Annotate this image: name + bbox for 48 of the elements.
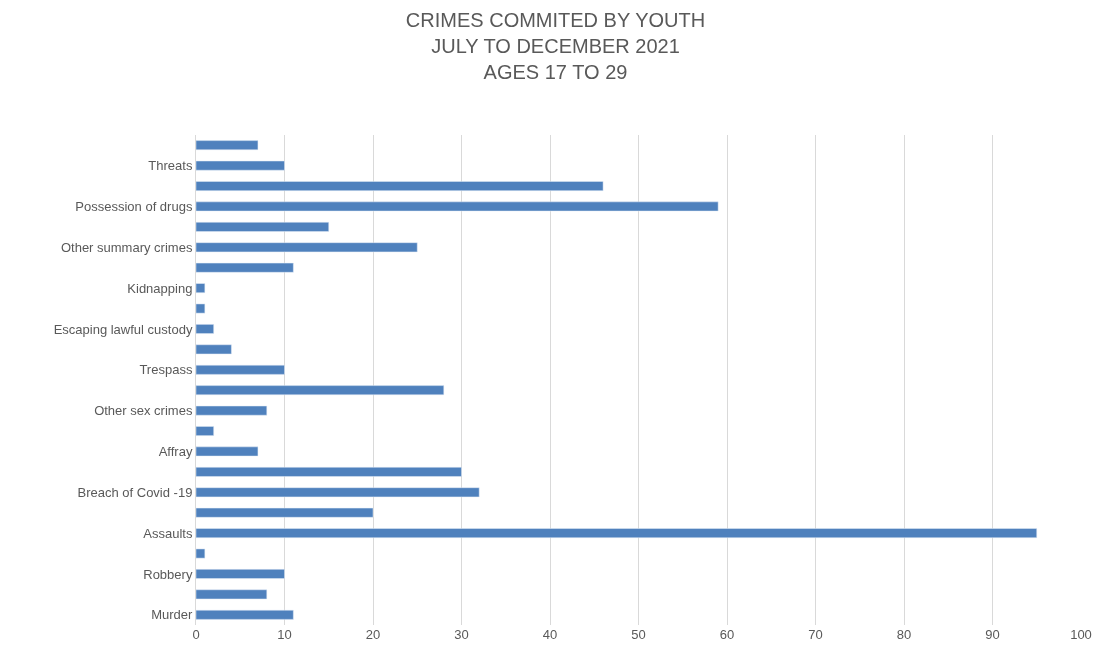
bar [196,426,214,436]
bar [196,569,285,579]
bar [196,303,206,314]
bar [196,487,480,498]
y-tick-label: Threats [148,158,193,174]
bar [196,262,294,273]
y-tick-label: Possession of drugs [75,199,193,215]
bar [196,181,604,191]
x-tick-label: 50 [631,627,646,642]
bar [196,160,285,171]
y-tick-label: Escaping lawful custody [53,321,193,337]
bar [196,242,418,253]
bar [196,324,214,334]
y-tick-label: Trespass [139,362,193,378]
bar [196,405,268,416]
y-tick-label: Other summary crimes [60,239,193,255]
x-tick-label: 30 [454,627,469,642]
bar [196,385,445,396]
x-tick-label: 0 [192,627,200,642]
y-tick-label: Murder [151,607,194,623]
bar [196,364,285,375]
x-tick-label: 10 [277,627,292,642]
bar [196,283,206,293]
bar [196,446,259,457]
bar [196,507,374,518]
x-tick-label: 70 [808,627,823,642]
bar [196,548,206,559]
bar [196,344,232,355]
y-tick-label: Robbery [143,566,193,582]
y-tick-label: Kidnapping [127,280,193,296]
bar [196,140,259,151]
bar [196,222,329,232]
bar [196,589,268,600]
y-tick-label: Breach of Covid -19 [77,484,193,500]
x-tick-label: 40 [542,627,558,642]
x-tick-label: 100 [1070,627,1092,642]
x-tick-label: 80 [896,627,912,642]
y-tick-label: Other sex crimes [94,403,193,419]
x-tick-label: 60 [719,627,735,642]
bar [196,528,1037,538]
x-tick-label: 90 [985,627,1000,642]
bar [196,609,294,620]
bar [196,467,462,477]
y-tick-label: Assaults [143,525,193,541]
x-tick-label: 20 [365,627,381,642]
chart-title: CRIMES COMMITED BY YOUTH JULY TO DECEMBER 2021 AGES 17 TO 29 [405,8,706,83]
y-tick-label: Affray [158,444,193,460]
bar [196,201,719,212]
